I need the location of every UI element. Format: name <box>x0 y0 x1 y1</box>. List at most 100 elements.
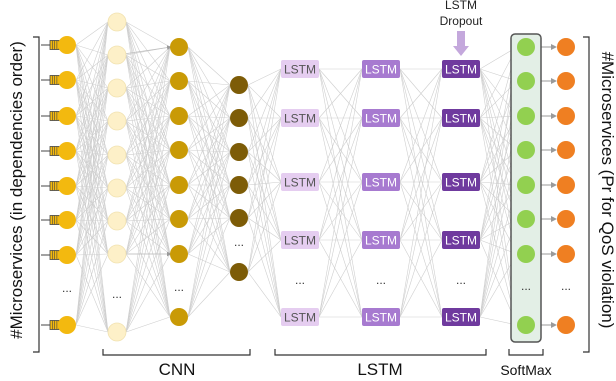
edge <box>125 115 171 255</box>
left-bracket <box>33 36 40 353</box>
cnn-layer1-node <box>107 178 127 198</box>
ellipsis: ... <box>234 235 244 249</box>
cnn-layer2-node <box>170 176 188 194</box>
cnn-layer1-node <box>107 322 127 342</box>
cnn-layer1-node <box>107 12 127 32</box>
lstm-layer3-cell: LSTM <box>442 60 480 78</box>
edge <box>125 120 171 186</box>
softmax-node <box>517 107 535 125</box>
edge <box>75 79 109 189</box>
edge <box>399 239 443 318</box>
input-connector <box>41 181 60 191</box>
edge <box>318 239 363 318</box>
edge <box>75 150 109 222</box>
edge <box>75 54 109 256</box>
input-node <box>58 107 76 125</box>
cnn-layer3-node <box>230 176 248 194</box>
edge <box>125 46 171 333</box>
lstm-cell-label: LSTM <box>445 63 477 77</box>
input-node <box>58 211 76 229</box>
edge <box>187 80 231 186</box>
edge <box>125 187 171 255</box>
edge <box>187 115 231 219</box>
edge <box>187 84 231 117</box>
lstm-cell-label: LSTM <box>445 112 477 126</box>
input-connector <box>41 40 60 50</box>
edge <box>187 184 231 318</box>
edge <box>125 253 171 318</box>
edge <box>125 46 171 122</box>
edge <box>75 120 109 326</box>
edge <box>125 184 171 333</box>
cnn-layer2-node <box>170 308 188 326</box>
edge <box>75 79 109 122</box>
lstm-layer3-cell: LSTM <box>442 109 480 127</box>
softmax-node <box>517 316 535 334</box>
softmax-node <box>517 210 535 228</box>
edge <box>247 151 282 318</box>
edge <box>187 217 231 255</box>
softmax-node <box>517 245 535 263</box>
edge <box>399 68 443 119</box>
edge <box>125 149 171 333</box>
cnn-layer1-node <box>107 145 127 165</box>
cnn-layer1-node <box>107 244 127 264</box>
edge <box>187 115 231 273</box>
ellipsis: ... <box>456 273 466 287</box>
edge <box>125 54 171 186</box>
cnn-layer1-node <box>107 211 127 231</box>
ellipsis: ... <box>112 287 122 301</box>
edge <box>247 68 282 186</box>
edge <box>75 220 109 326</box>
edge <box>247 68 282 86</box>
dropout-arrow <box>453 31 469 56</box>
edge <box>75 220 109 256</box>
cnn-section-label: CNN <box>159 360 196 379</box>
edge <box>75 185 109 333</box>
edge <box>187 117 231 255</box>
ellipsis: ... <box>62 281 72 295</box>
edge <box>75 21 109 221</box>
edge <box>125 184 171 255</box>
edge <box>187 80 231 86</box>
edge <box>75 253 109 256</box>
edge <box>318 68 363 241</box>
edge <box>247 68 282 219</box>
edge <box>125 154 171 220</box>
edge <box>125 80 171 255</box>
edge <box>125 184 171 189</box>
ellipsis: ... <box>376 273 386 287</box>
output-node <box>557 141 575 159</box>
input-node <box>58 71 76 89</box>
edge <box>247 181 282 219</box>
output-node <box>557 72 575 90</box>
edge <box>247 84 282 318</box>
edge <box>247 117 282 219</box>
edge <box>247 68 282 153</box>
edge <box>125 46 171 189</box>
edge <box>125 87 171 117</box>
ellipsis: ... <box>561 279 571 293</box>
edge <box>247 217 282 241</box>
edge <box>247 84 282 241</box>
edge <box>125 253 171 333</box>
edge <box>318 68 363 183</box>
cnn-layer2-node <box>170 72 188 90</box>
ellipsis: ... <box>174 280 184 294</box>
left-axis-label: #Microservices (in dependencies order) <box>7 41 26 339</box>
edge <box>247 217 282 318</box>
input-node <box>58 316 76 334</box>
lstm-layer2-cell: LSTM <box>362 60 400 78</box>
edge <box>187 80 231 273</box>
lstm-cell-label: LSTM <box>284 234 316 248</box>
edge <box>75 21 109 81</box>
edge <box>75 21 109 117</box>
cnn-layer3-node <box>230 263 248 281</box>
ellipsis: ... <box>521 279 531 293</box>
edge <box>125 46 171 156</box>
edge <box>247 117 282 153</box>
input-node <box>58 36 76 54</box>
edge <box>75 115 109 156</box>
edge <box>75 187 109 221</box>
edge <box>75 44 109 89</box>
